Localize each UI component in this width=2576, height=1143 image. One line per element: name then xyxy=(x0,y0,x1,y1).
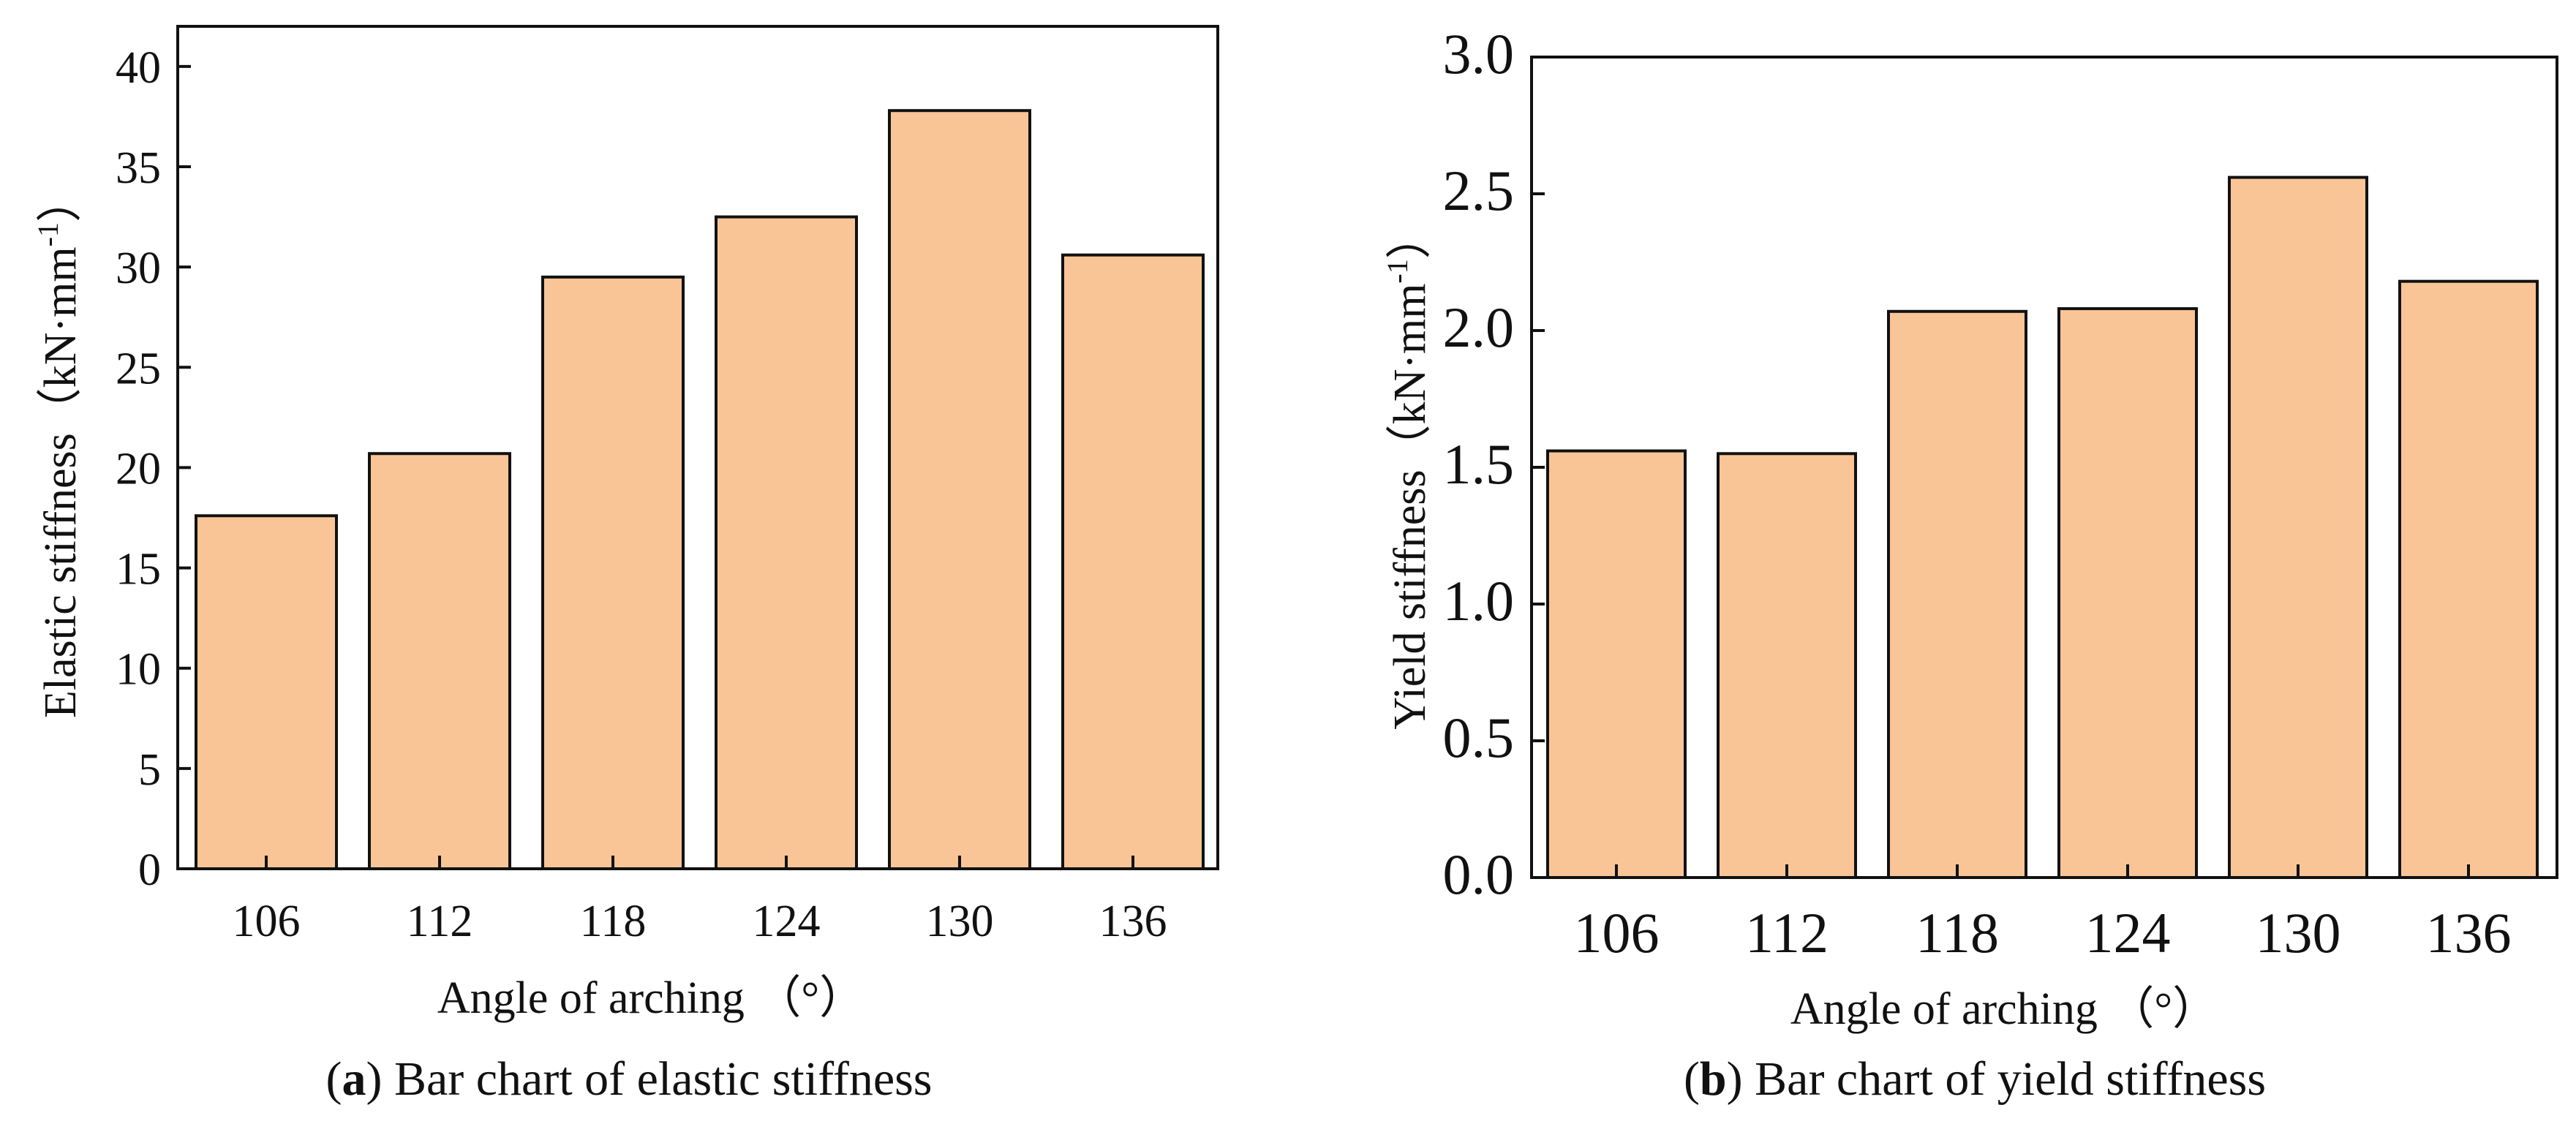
chart-b-bar-136 xyxy=(2398,279,2539,879)
chart-b-x-tick-label: 136 xyxy=(2426,901,2512,965)
chart-a-x-tick-label: 130 xyxy=(926,897,994,946)
chart-b-y-tick-label: 2.0 xyxy=(1443,295,1515,359)
chart-a-bar-112 xyxy=(368,452,511,870)
chart-b-y-axis-title-sup: -1 xyxy=(1381,259,1414,283)
chart-b-x-axis-title: Angle of arching （°） xyxy=(1790,984,2218,1034)
chart-b-y-tick-label: 1.5 xyxy=(1443,432,1515,496)
chart-a-bar-130 xyxy=(888,109,1031,871)
chart-a-y-axis-title-main: Elastic stiffness（kN·mm xyxy=(36,246,86,718)
chart-b-y-axis-title: Yield stiffness（kN·mm-1） xyxy=(1381,214,1435,730)
chart-b-bar-112 xyxy=(1717,452,1857,879)
chart-a-y-tick-label: 40 xyxy=(116,43,161,93)
chart-b: 0.0 0.5 1.0 1.5 2.0 2.5 3.0 106 112 118 124 130 136… xyxy=(1381,22,2558,1106)
chart-a-y-tick-label: 15 xyxy=(116,545,161,595)
chart-b-x-tick-label: 124 xyxy=(2085,901,2171,965)
chart-a-caption-text: Bar chart of elastic stiffness xyxy=(382,1052,932,1106)
chart-a-x-tick-label: 136 xyxy=(1099,897,1167,946)
chart-b-bars xyxy=(1546,176,2539,879)
chart-a-y-axis-title-close: ） xyxy=(36,177,86,222)
chart-a-caption-letter: a xyxy=(342,1052,366,1106)
chart-a-x-tick-label: 118 xyxy=(580,897,647,946)
chart-b-y-tick-label: 0.0 xyxy=(1443,842,1515,906)
chart-b-y-axis-title-close: ） xyxy=(1385,214,1435,259)
chart-a-caption: (a) Bar chart of elastic stiffness xyxy=(325,1052,932,1106)
chart-b-caption-close: ) xyxy=(1727,1052,1743,1106)
chart-a-y-axis-title: Elastic stiffness（kN·mm-1） xyxy=(31,177,86,718)
chart-b-caption-open: ( xyxy=(1684,1052,1700,1106)
chart-a-bars xyxy=(195,109,1205,871)
chart-a-y-ticks: 0 5 10 15 20 25 30 35 40 xyxy=(116,43,191,895)
chart-b-bar-118 xyxy=(1887,309,2027,879)
chart-b-caption-letter: b xyxy=(1700,1052,1727,1106)
chart-a-y-tick-label: 35 xyxy=(116,143,161,193)
chart-a-caption-close: ) xyxy=(366,1052,382,1106)
chart-a-y-tick-label: 20 xyxy=(116,444,161,494)
chart-b-caption: (b) Bar chart of yield stiffness xyxy=(1684,1052,2266,1106)
chart-a-y-axis-title-sup: -1 xyxy=(31,222,64,246)
chart-a-y-tick-label: 25 xyxy=(116,344,161,393)
chart-a-y-tick-label: 30 xyxy=(116,244,161,293)
chart-a-y-tick-label: 5 xyxy=(138,745,161,795)
chart-a-plot-frame xyxy=(176,25,1219,870)
chart-a-x-tick-label: 106 xyxy=(233,897,301,946)
chart-a-x-ticks: 106 112 118 124 130 136 xyxy=(233,856,1167,946)
chart-b-x-tick-label: 112 xyxy=(1745,901,1829,965)
chart-b-bar-130 xyxy=(2228,176,2368,879)
chart-a: 0 5 10 15 20 25 30 35 40 106 112 118 124 130 136 Elas… xyxy=(31,25,1219,1106)
chart-a-bar-136 xyxy=(1061,253,1205,870)
chart-b-bar-106 xyxy=(1546,449,1687,879)
chart-a-bar-124 xyxy=(715,215,858,871)
chart-a-bar-118 xyxy=(541,275,685,871)
chart-b-bar-124 xyxy=(2057,307,2198,879)
chart-b-y-tick-label: 0.5 xyxy=(1443,706,1515,769)
chart-b-y-ticks: 0.0 0.5 1.0 1.5 2.0 2.5 3.0 xyxy=(1443,22,1545,906)
chart-a-x-tick-label: 124 xyxy=(753,897,821,946)
chart-a-caption-open: ( xyxy=(325,1052,342,1106)
chart-b-y-tick-label: 3.0 xyxy=(1443,22,1515,86)
chart-b-x-ticks: 106 112 118 124 130 136 xyxy=(1574,864,2512,965)
chart-b-y-axis-title-main: Yield stiffness（kN·mm xyxy=(1385,284,1435,730)
chart-a-bar-106 xyxy=(195,514,338,870)
chart-b-x-tick-label: 106 xyxy=(1574,901,1660,965)
chart-a-x-axis-title: Angle of arching （°） xyxy=(437,973,865,1023)
chart-b-y-tick-label: 1.0 xyxy=(1443,569,1515,633)
chart-a-y-tick-label: 0 xyxy=(138,845,161,895)
chart-b-y-tick-label: 2.5 xyxy=(1443,159,1515,222)
chart-b-x-tick-label: 118 xyxy=(1916,901,1999,965)
chart-b-x-tick-label: 130 xyxy=(2256,901,2341,965)
chart-a-y-tick-label: 10 xyxy=(116,645,161,695)
chart-a-x-tick-label: 112 xyxy=(407,897,473,946)
chart-b-caption-text: Bar chart of yield stiffness xyxy=(1743,1052,2266,1106)
